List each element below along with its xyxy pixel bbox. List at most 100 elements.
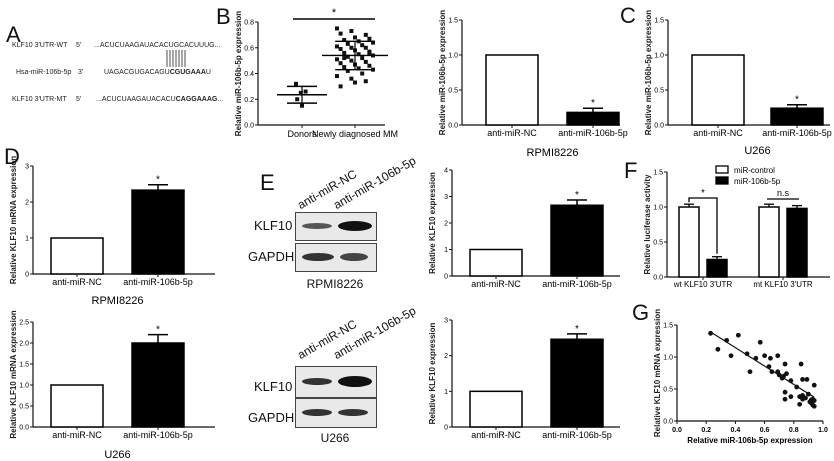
band <box>338 221 372 231</box>
data-point <box>367 36 372 41</box>
svg-text:U266: U266 <box>744 145 770 157</box>
svg-text:1: 1 <box>444 247 448 254</box>
band <box>340 253 368 261</box>
bar <box>131 342 185 428</box>
data-point <box>342 50 347 55</box>
svg-text:*: * <box>591 98 595 109</box>
svg-text:Relative KLF10 mRNA expression: Relative KLF10 mRNA expression <box>9 156 18 284</box>
svg-text:0.0: 0.0 <box>654 123 664 130</box>
regression-line <box>710 331 815 398</box>
svg-text:wt KLF10 3'UTR: wt KLF10 3'UTR <box>673 280 733 289</box>
svg-text:1.5: 1.5 <box>654 18 664 25</box>
svg-text:1.5: 1.5 <box>653 170 663 177</box>
data-point <box>353 80 357 85</box>
svg-text:2: 2 <box>444 221 448 228</box>
svg-text:*: * <box>701 188 705 199</box>
data-point <box>803 395 808 401</box>
data-point <box>338 47 343 52</box>
panel-letter-e: E <box>260 170 275 195</box>
bar <box>50 237 104 275</box>
data-point <box>345 41 350 46</box>
data-point <box>811 403 817 409</box>
panel-letter-a: A <box>6 22 21 47</box>
svg-text:*: * <box>156 175 160 186</box>
data-point <box>782 361 788 367</box>
svg-text:1.5: 1.5 <box>448 18 458 25</box>
svg-text:0.5: 0.5 <box>19 404 29 411</box>
svg-text:Relative miR-106b-5p expressio: Relative miR-106b-5p expression <box>644 10 653 135</box>
svg-text:1.5: 1.5 <box>19 362 29 369</box>
bar <box>770 107 824 126</box>
data-point <box>804 377 810 382</box>
seq-row-end: 5' <box>76 42 82 49</box>
svg-text:0.0: 0.0 <box>653 275 663 282</box>
data-point <box>811 398 817 403</box>
svg-text:RPMI8226: RPMI8226 <box>527 147 579 159</box>
seq-row-end: 3' <box>78 69 84 76</box>
svg-text:*: * <box>332 7 337 19</box>
seq-mutant: CAGGAAAG <box>175 96 218 103</box>
svg-text:0: 0 <box>444 274 448 281</box>
seq-row-name: Hsa-miR-106b-5p <box>16 69 72 76</box>
svg-text:anti-miR-NC: anti-miR-NC <box>471 279 521 289</box>
svg-text:0.0: 0.0 <box>244 123 254 130</box>
svg-text:*: * <box>156 325 160 336</box>
svg-text:0: 0 <box>444 425 448 432</box>
svg-text:1.0: 1.0 <box>448 53 458 60</box>
panel-letter-b: B <box>216 4 231 29</box>
bar <box>485 54 539 126</box>
data-point <box>303 89 308 94</box>
data-point <box>349 29 354 34</box>
seq-row-name: KLF10 3'UTR-WT <box>12 42 68 49</box>
band <box>302 378 332 385</box>
svg-text:0.8: 0.8 <box>244 20 254 27</box>
data-point <box>298 90 303 95</box>
seq-seed: CGUGAAA <box>169 69 206 76</box>
svg-text:0.6: 0.6 <box>760 427 770 434</box>
chart-d-rpmi8226: 0 1 2 3 Relative KLF10 mRNA expression anti-m… <box>9 156 215 307</box>
data-point <box>363 45 368 50</box>
svg-text:1.5: 1.5 <box>663 323 673 330</box>
blot-gapdh <box>295 398 377 428</box>
svg-text:2.0: 2.0 <box>19 341 29 348</box>
protein-label: KLF10 <box>254 379 293 394</box>
data-point <box>349 76 354 81</box>
data-point <box>367 50 372 55</box>
svg-text:0.5: 0.5 <box>663 387 673 394</box>
data-point <box>356 52 361 57</box>
svg-text:anti-miR-106b-5p: anti-miR-106b-5p <box>762 128 832 138</box>
svg-text:*: * <box>795 95 799 106</box>
data-point <box>747 369 753 375</box>
band <box>338 409 368 416</box>
svg-text:Relative miR-106b-5p expressio: Relative miR-106b-5p expression <box>234 11 243 136</box>
data-point <box>360 56 365 61</box>
svg-text:4: 4 <box>444 168 448 175</box>
blot-gapdh <box>295 243 377 272</box>
chart-e-u266: 0 1 2 3 Relative KLF10 expression anti-miR-NC… <box>428 318 620 440</box>
blot-klf10 <box>295 366 377 398</box>
panel-letter-f: F <box>624 158 638 183</box>
svg-text:Relative miR-106b-5p expressio: Relative miR-106b-5p expression <box>438 10 447 135</box>
data-point <box>342 56 347 61</box>
data-point <box>363 59 368 64</box>
protein-label: GAPDH <box>248 249 295 264</box>
legend-item: miR-106b-5p <box>715 176 781 186</box>
chart-e-rpmi8226: 0 1 2 3 4 Relative KLF10 expression anti-miR-N… <box>428 168 620 289</box>
data-point <box>349 58 354 63</box>
seq-row-sequence: ...ACUCUAAGAUACACUGCACUUUG... <box>94 42 221 49</box>
data-point <box>371 40 375 45</box>
svg-text:Relative KLF10 expression: Relative KLF10 expression <box>428 172 437 274</box>
bar <box>550 204 604 277</box>
protein-label: KLF10 <box>254 218 293 233</box>
svg-text:1: 1 <box>25 236 29 243</box>
svg-text:anti-miR-106b-5p: anti-miR-106b-5p <box>558 128 628 138</box>
band <box>302 223 332 229</box>
data-point <box>757 339 763 345</box>
data-point <box>811 382 817 388</box>
protein-label: GAPDH <box>248 410 295 425</box>
